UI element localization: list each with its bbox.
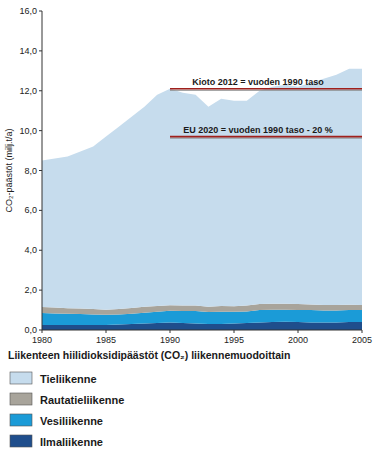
annotation-label: Kioto 2012 = vuoden 1990 taso: [192, 77, 324, 87]
x-tick-label: 1990: [160, 335, 180, 345]
legend: Tieliikenne Rautatieliikenne Vesiliikenne I…: [10, 372, 124, 448]
x-tick-label: 2005: [352, 335, 372, 345]
x-tick: [42, 330, 43, 333]
y-tick-label: 6,0: [24, 205, 37, 215]
reference-line-shadow: [170, 138, 362, 139]
x-tick: [234, 330, 235, 333]
y-tick: [39, 130, 42, 131]
plot-area: [42, 69, 362, 330]
y-tick-label: 12,0: [19, 86, 37, 96]
y-tick: [39, 90, 42, 91]
reference-line: [170, 88, 362, 90]
title: Liikenteen hiilidioksidipäästöt (CO₂) li…: [8, 349, 290, 361]
y-tick-label: 4,0: [24, 245, 37, 255]
y-tick-label: 8,0: [24, 166, 37, 176]
x-tick-label: 1980: [32, 335, 52, 345]
y-tick: [39, 290, 42, 291]
legend-swatch: [10, 414, 32, 426]
x-tick-label: 1985: [96, 335, 116, 345]
y-tick: [39, 250, 42, 251]
x-tick: [298, 330, 299, 333]
axes: 0,0 2,0 4,0 6,0 8,0 10,0 12,0 14,0 16,0 1980 1985 1…: [19, 6, 372, 345]
x-tick-label: 2000: [288, 335, 308, 345]
legend-swatch: [10, 393, 32, 405]
y-tick-label: 14,0: [19, 46, 37, 56]
area: [42, 69, 362, 310]
legend-swatch: [10, 435, 32, 447]
annotations: Kioto 2012 = vuoden 1990 taso EU 2020 = v…: [183, 77, 332, 135]
y-tick: [39, 11, 42, 12]
y-tick-label: 10,0: [19, 126, 37, 136]
y-tick: [39, 210, 42, 211]
y-tick-label: 0,0: [24, 325, 37, 335]
annotation-label: EU 2020 = vuoden 1990 taso - 20 %: [183, 125, 332, 135]
legend-label: Rautatieliikenne: [40, 394, 124, 406]
x-tick: [106, 330, 107, 333]
chart: Kioto 2012 = vuoden 1990 taso EU 2020 = v…: [0, 0, 375, 456]
x-tick-label: 1995: [224, 335, 244, 345]
legend-label: Ilmaliikenne: [40, 436, 103, 448]
legend-label: Vesiliikenne: [40, 415, 103, 427]
y-tick: [39, 50, 42, 51]
x-tick: [362, 330, 363, 333]
y-tick-label: 16,0: [19, 6, 37, 16]
legend-swatch: [10, 372, 32, 384]
reference-line: [170, 136, 362, 138]
y-tick: [39, 170, 42, 171]
reference-line-shadow: [170, 90, 362, 91]
x-axis-line: [42, 330, 362, 331]
legend-label: Tieliikenne: [40, 373, 97, 385]
y-axis-label: CO₂-päästöt (milj.t/a): [4, 128, 14, 212]
y-tick-label: 2,0: [24, 285, 37, 295]
x-tick: [170, 330, 171, 333]
